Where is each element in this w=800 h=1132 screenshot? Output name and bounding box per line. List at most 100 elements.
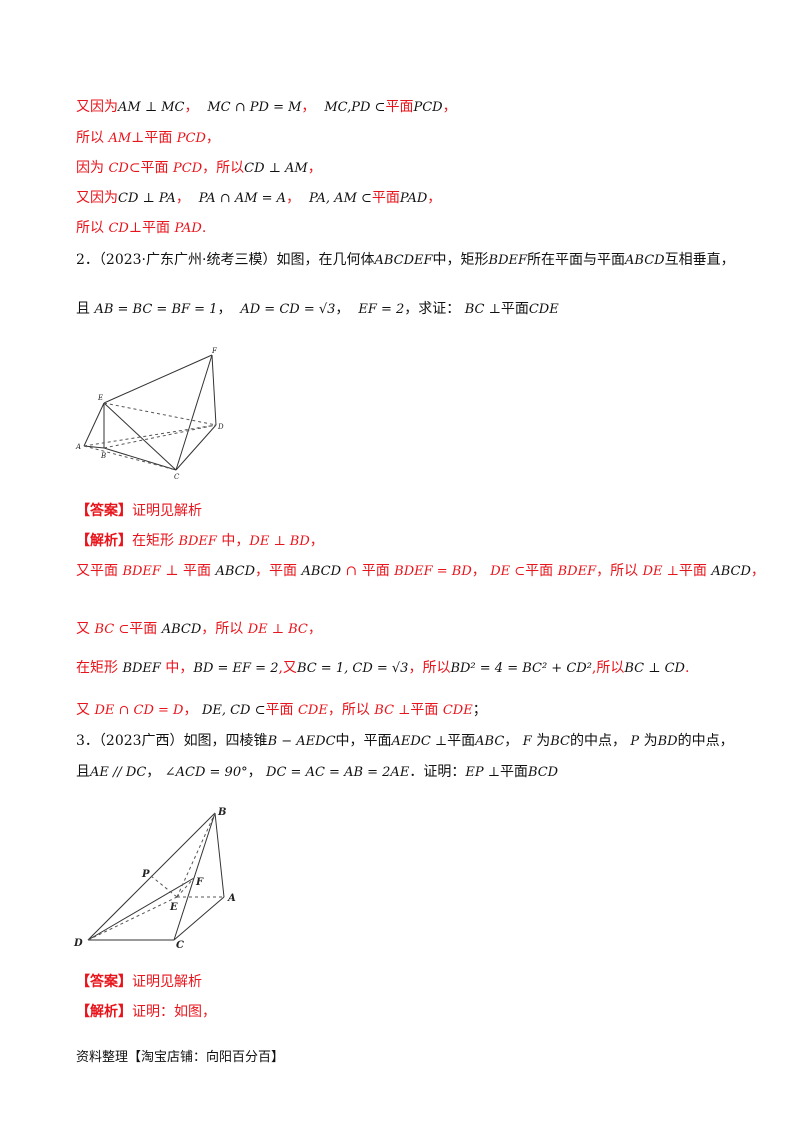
q2-analysis-2: 又平面 BDEF ⊥ 平面 ABCD，平面 ABCD ∩ 平面 BDEF = B… xyxy=(76,562,765,581)
text: 中，平面 xyxy=(335,733,392,749)
math: CD ⊥ AM xyxy=(244,161,308,176)
text: ⊂平面 xyxy=(128,160,174,176)
text: ⊥平面 xyxy=(128,220,175,236)
label-E: E xyxy=(97,394,103,402)
edge-FC xyxy=(175,354,213,471)
text: 互相垂直， xyxy=(664,252,735,268)
text: ，所以 xyxy=(408,660,451,676)
text: 平面 xyxy=(500,301,529,317)
q2-stem-line-2: 且 AB = BC = BF = 1， AD = CD = √3， EF = 2… xyxy=(76,300,559,319)
math: PCD xyxy=(176,131,206,146)
math: AB = BC = BF = 1 xyxy=(94,302,218,317)
math: ABCD xyxy=(215,564,256,579)
text: ⊥平面 xyxy=(131,130,177,146)
text: ， xyxy=(307,160,322,176)
text: 又 xyxy=(76,702,95,718)
text: ， xyxy=(286,190,301,206)
label-A: A xyxy=(75,443,81,451)
text: 又因为 xyxy=(76,99,118,115)
text: ， xyxy=(471,563,486,579)
text: ， xyxy=(301,99,316,115)
text: ,又 xyxy=(278,660,297,676)
math: P xyxy=(630,734,640,749)
math: DE ⊥ xyxy=(642,564,679,579)
math: BD = EF = 2 xyxy=(193,661,279,676)
text: ， xyxy=(335,301,350,317)
math: MC ∩ PD = M xyxy=(207,100,302,115)
text: 又 xyxy=(76,621,95,637)
math: AEDC ⊥ xyxy=(391,734,448,749)
math: DC = AC = AB = 2AE xyxy=(266,765,410,780)
text: ， xyxy=(205,130,220,146)
math: BC = 1, CD = √3 xyxy=(296,661,409,676)
text: ， xyxy=(504,733,519,749)
text: 的中点， xyxy=(569,733,626,749)
text: ， xyxy=(442,99,457,115)
math: DE, CD ⊂ xyxy=(201,703,266,718)
math: BDEF = BD xyxy=(394,564,472,579)
text: 在矩形 xyxy=(132,533,179,549)
math: BDEF xyxy=(122,661,161,676)
analysis-tag: 【解析】 xyxy=(76,533,132,549)
text: 的中点， xyxy=(677,733,734,749)
edge-DF xyxy=(87,877,195,941)
math: BCD xyxy=(527,765,559,780)
text: 因为 xyxy=(76,160,109,176)
text: ，平面 xyxy=(255,563,302,579)
text: . xyxy=(201,220,207,236)
math: PAD xyxy=(399,191,428,206)
math: PAD xyxy=(174,221,202,236)
analysis-text: 证明：如图， xyxy=(132,1004,216,1020)
math: DE ⊥ BD xyxy=(249,534,310,549)
text: 中，矩形 xyxy=(432,252,489,268)
math: ABCDEF xyxy=(374,253,433,268)
question-number: 2． xyxy=(76,252,99,268)
text: ， xyxy=(183,702,198,718)
text: ， xyxy=(309,533,324,549)
math: AE // DC xyxy=(90,765,147,780)
math: AM xyxy=(108,131,132,146)
proof-line-4: 又因为CD ⊥ PA， PA ∩ AM = A， PA, AM ⊂平面PAD， xyxy=(76,189,441,208)
text: 又因为 xyxy=(76,190,118,206)
edge-EA xyxy=(83,402,105,447)
text: 平面 xyxy=(265,702,298,718)
label-C: C xyxy=(176,940,184,950)
text: 如图，四棱锥 xyxy=(183,733,268,749)
edge-BC xyxy=(173,812,216,941)
text: ， xyxy=(184,99,199,115)
label-B: B xyxy=(217,807,226,818)
edge-BD xyxy=(103,424,217,449)
label-E: E xyxy=(169,902,178,913)
math: BDEF xyxy=(488,253,528,268)
edge-DE xyxy=(87,896,178,941)
q3-stem-line-1: 3．（2023广西）如图，四棱锥B − AEDC中，平面AEDC ⊥平面ABC，… xyxy=(76,732,734,751)
text: ⊥ 平面 xyxy=(160,563,216,579)
q3-answer: 【答案】证明见解析 xyxy=(76,973,202,991)
math: BC ⊥ xyxy=(464,302,501,317)
edge-CD xyxy=(175,424,217,471)
text: 所在平面与平面 xyxy=(527,252,626,268)
math: MC,PD ⊂ xyxy=(324,100,386,115)
edge-EF xyxy=(103,354,213,404)
edge-PE xyxy=(150,875,178,898)
text: ，所以 xyxy=(596,563,643,579)
page-footer: 资料整理【淘宝店铺：向阳百分百】 xyxy=(76,1050,285,1065)
answer-tag: 【答案】 xyxy=(76,503,132,519)
math: BC xyxy=(550,734,570,749)
math: ABCD xyxy=(711,564,751,579)
proof-line-2: 所以 AM⊥平面 PCD， xyxy=(76,129,220,148)
text: ，所以 xyxy=(201,621,248,637)
label-F: F xyxy=(211,347,218,355)
math: BDEF xyxy=(122,564,161,579)
text: ， xyxy=(307,621,322,637)
math: BD xyxy=(657,734,678,749)
label-B: B xyxy=(100,452,106,460)
text: ，求证： xyxy=(404,301,461,317)
math: ∠ACD = 90° xyxy=(164,765,248,780)
text: 平面 xyxy=(385,99,414,115)
edge-EF xyxy=(176,877,195,898)
label-F: F xyxy=(195,877,204,888)
math: DE ⊂ xyxy=(490,564,526,579)
math: BC ⊂ xyxy=(94,622,130,637)
math: BC ⊥ CD xyxy=(624,661,685,676)
